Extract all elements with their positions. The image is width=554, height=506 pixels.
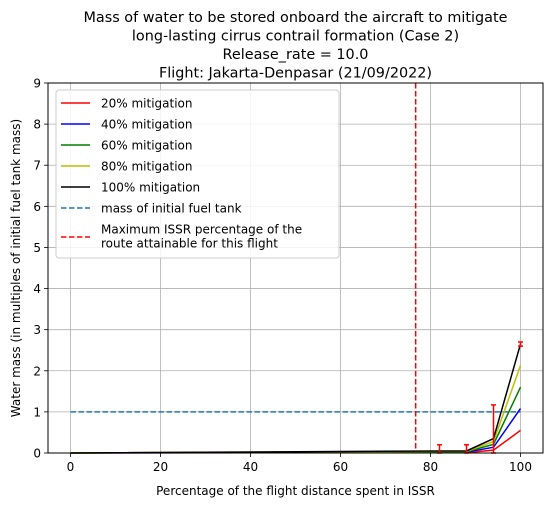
series-line: [70, 408, 522, 454]
x-tick-label: 0: [67, 460, 75, 474]
y-tick-label: 2: [33, 364, 41, 378]
axes-frame: [47, 82, 544, 454]
legend-label: 20% mitigation: [101, 97, 193, 111]
legend-label: 60% mitigation: [101, 139, 193, 153]
y-tick-label: 4: [33, 282, 41, 296]
chart-title: Mass of water to be stored onboard the a…: [84, 10, 508, 82]
y-tick-label: 0: [33, 447, 41, 461]
legend-label: 100% mitigation: [101, 181, 200, 195]
series-line: [70, 429, 521, 454]
series-line: [70, 365, 522, 454]
legend-box: [55, 89, 340, 259]
chart-title-line: Mass of water to be stored onboard the a…: [84, 10, 508, 26]
legend-label: 40% mitigation: [101, 118, 193, 132]
y-tick-label: 5: [33, 241, 41, 255]
legend-label: route attainable for this flight: [101, 237, 278, 251]
x-tick-label: 100: [509, 460, 532, 474]
y-axis-label: Water mass (in multiples of initial fuel…: [9, 119, 23, 417]
y-tick-label: 6: [33, 200, 41, 214]
x-axis: 0 20 40 60 80 100: [67, 453, 532, 474]
legend-label: mass of initial fuel tank: [101, 202, 242, 216]
y-tick-label: 7: [33, 159, 41, 173]
x-tick-label: 20: [153, 460, 168, 474]
x-axis-label: Percentage of the flight distance spent …: [156, 484, 435, 498]
x-tick-label: 40: [243, 460, 258, 474]
legend-label: 80% mitigation: [101, 160, 193, 174]
legend-label: Maximum ISSR percentage of the: [101, 223, 302, 237]
y-axis: 0 1 2 3 4 5 6 7 8 9: [33, 77, 48, 461]
chart-title-line: Release_rate = 10.0: [223, 47, 369, 63]
x-tick-label: 60: [333, 460, 348, 474]
y-tick-label: 1: [33, 405, 41, 419]
series-line: [70, 386, 522, 454]
y-tick-label: 3: [33, 323, 41, 337]
chart-title-line: long-lasting cirrus contrail formation (…: [132, 29, 459, 45]
y-tick-label: 9: [33, 77, 41, 91]
chart-title-line: Flight: Jakarta-Denpasar (21/09/2022): [159, 66, 432, 82]
x-tick-label: 80: [423, 460, 438, 474]
series-line: [70, 343, 522, 454]
y-tick-label: 8: [33, 118, 41, 132]
legend: 20% mitigation 40% mitigation 60% mitigati…: [55, 89, 340, 259]
